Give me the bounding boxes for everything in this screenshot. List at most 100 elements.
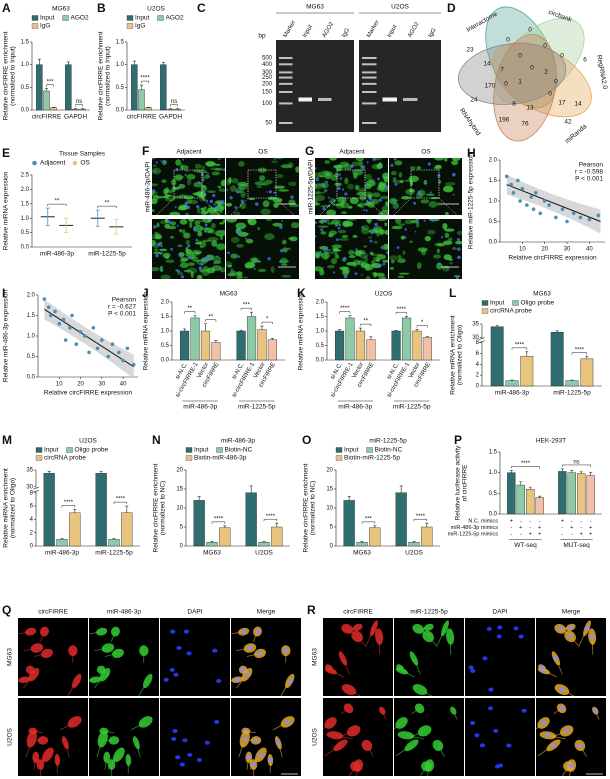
column-label: OS (258, 149, 268, 156)
venn-count: 0 (530, 65, 534, 72)
tissue-signal (165, 255, 169, 259)
cell-process (238, 738, 246, 758)
chart-title: U2OS (375, 291, 393, 298)
y-tick-label: 4 (30, 517, 34, 523)
cell (341, 684, 357, 696)
bar (356, 542, 368, 547)
tissue-signal (217, 158, 222, 161)
nucleus (396, 246, 400, 249)
tissue-signal (154, 248, 159, 252)
nucleus (223, 168, 225, 172)
legend-swatch (185, 455, 193, 461)
tissue-signal (159, 265, 164, 273)
legend-label: Input (135, 15, 150, 22)
nucleus (381, 246, 384, 250)
sig-label: **** (575, 347, 585, 353)
treatment-sign: - (529, 518, 531, 524)
legend-label: OS (80, 160, 90, 167)
tissue-signal (185, 169, 189, 173)
cell-process (72, 650, 74, 663)
nucleus (267, 257, 271, 261)
row-label: U2OS (312, 727, 319, 745)
tissue-signal (391, 259, 395, 264)
y-tick-label: 35 (472, 322, 479, 328)
legend-swatch (66, 447, 73, 453)
nucleus (333, 271, 336, 274)
tissue-signal (152, 208, 155, 213)
nucleus (369, 239, 373, 243)
scale-label: 50μm (283, 767, 299, 774)
error-bar (114, 219, 119, 235)
y-tick-label: 35 (26, 468, 33, 474)
legend-swatch (512, 300, 519, 306)
nucleus (237, 255, 241, 258)
tissue-signal (256, 227, 261, 231)
nucleus (415, 219, 419, 222)
nucleus (564, 728, 570, 733)
ladder-label: 100 (262, 101, 273, 107)
nucleus (457, 247, 461, 251)
tissue-signal (152, 267, 160, 272)
bar (505, 380, 519, 387)
tissue-signal (186, 178, 192, 186)
scatter-point (518, 199, 522, 203)
error-bar (210, 541, 214, 543)
nucleus (440, 236, 444, 239)
tissue-signal (330, 174, 338, 181)
bar (206, 542, 218, 547)
nucleus (363, 209, 366, 211)
error-bar (347, 496, 351, 501)
micrograph (226, 158, 299, 215)
nucleus (187, 255, 191, 259)
y-tick-label: 2.5 (21, 173, 30, 179)
gel-image (359, 40, 441, 132)
cell-process (579, 745, 587, 757)
y-tick-label: 1.5 (161, 314, 170, 320)
nucleus (239, 224, 242, 227)
cell (41, 648, 53, 659)
nucleus (496, 634, 502, 639)
nucleus (376, 263, 380, 266)
nucleus (518, 634, 524, 639)
cell (30, 643, 44, 653)
bar (36, 64, 43, 111)
fit-line (44, 308, 135, 368)
nucleus (216, 678, 222, 683)
tissue-signal (382, 259, 388, 263)
band (318, 97, 332, 101)
tissue-signal (187, 219, 195, 221)
bar (131, 64, 138, 111)
tissue-signal (443, 254, 452, 261)
cell-process (246, 757, 250, 770)
x-tick-label: 20 (541, 247, 548, 253)
x-axis-label: Relative circFIRRE expression (44, 390, 133, 397)
scatter-point (83, 334, 87, 338)
error-bar (510, 379, 514, 381)
nucleus (360, 274, 363, 276)
nucleus (577, 743, 583, 748)
error-bar (519, 481, 523, 486)
bar (580, 358, 594, 387)
cell-process (437, 745, 445, 757)
tissue-signal (330, 219, 341, 225)
tissue-signal (256, 260, 261, 263)
tissue-signal (416, 262, 422, 270)
tissue-signal (167, 225, 177, 230)
nucleus (201, 178, 205, 182)
bar (577, 473, 586, 515)
nucleus (236, 190, 239, 194)
nucleus (280, 248, 284, 253)
nucleus (540, 721, 547, 726)
scatter-point (42, 297, 47, 301)
micrograph (465, 698, 535, 776)
cell (112, 648, 124, 659)
nucleus (497, 625, 503, 630)
y-tick-label: 6 (30, 504, 34, 510)
sig-label: **** (416, 514, 426, 520)
bar (408, 542, 420, 547)
tissue-signal (315, 183, 326, 187)
nucleus (226, 188, 229, 191)
scatter-point (587, 217, 592, 222)
cell (417, 725, 432, 737)
y-tick-label: 1.0 (21, 216, 30, 222)
